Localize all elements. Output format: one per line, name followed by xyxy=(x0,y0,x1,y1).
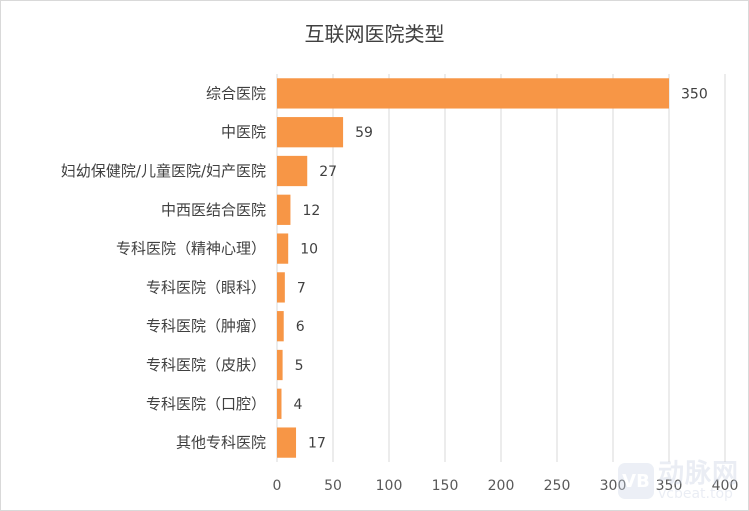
data-label: 27 xyxy=(319,164,337,180)
watermark: VB 动脉网 vcbeat.top xyxy=(617,459,739,502)
data-label: 59 xyxy=(355,125,373,141)
watermark-name: 动脉网 xyxy=(657,459,739,489)
category-label: 专科医院（肿瘤） xyxy=(146,317,266,335)
category-label: 专科医院（精神心理） xyxy=(116,240,266,258)
data-label: 350 xyxy=(681,86,708,102)
category-label: 专科医院（眼科） xyxy=(146,278,266,296)
x-tick-label: 50 xyxy=(324,478,342,494)
category-label: 专科医院（口腔） xyxy=(146,395,266,413)
data-label: 10 xyxy=(300,242,318,258)
bar xyxy=(277,117,344,148)
category-label: 中医院 xyxy=(221,123,266,141)
category-label: 综合医院 xyxy=(206,84,266,102)
bar xyxy=(277,349,283,381)
data-label: 4 xyxy=(293,397,302,413)
chart-title: 互联网医院类型 xyxy=(304,22,445,46)
data-label: 17 xyxy=(308,436,326,452)
bar xyxy=(277,311,284,342)
x-tick-label: 400 xyxy=(712,478,739,494)
bar xyxy=(277,233,289,264)
bar xyxy=(277,78,669,109)
x-tick-label: 300 xyxy=(600,478,627,494)
x-tick-label: 0 xyxy=(273,478,282,494)
bar xyxy=(277,388,282,419)
category-label: 其他专科医院 xyxy=(176,434,266,452)
x-tick-label: 350 xyxy=(656,478,683,494)
watermark-logo-icon: VB xyxy=(617,463,654,499)
x-tick-label: 200 xyxy=(488,478,515,494)
grid-lines xyxy=(276,74,726,462)
bar xyxy=(277,272,285,303)
category-label: 妇幼保健院/儿童医院/妇产医院 xyxy=(61,162,266,180)
x-tick-label: 150 xyxy=(432,478,459,494)
bars xyxy=(277,78,669,458)
data-label: 5 xyxy=(295,358,304,374)
watermark-url: vcbeat.top xyxy=(657,486,733,502)
labels: 0 50 100 150 200 250 300 350 400 综合医院 350 中医院 59 妇幼保健… xyxy=(61,84,738,494)
bar xyxy=(277,427,297,458)
bar xyxy=(277,194,291,225)
data-label: 12 xyxy=(302,203,320,219)
x-tick-label: 250 xyxy=(544,478,571,494)
category-label: 专科医院（皮肤） xyxy=(146,356,266,374)
data-label: 6 xyxy=(296,319,305,335)
data-label: 7 xyxy=(297,280,306,296)
category-label: 中西医结合医院 xyxy=(161,201,266,219)
bar xyxy=(277,155,308,187)
x-tick-label: 100 xyxy=(376,478,403,494)
